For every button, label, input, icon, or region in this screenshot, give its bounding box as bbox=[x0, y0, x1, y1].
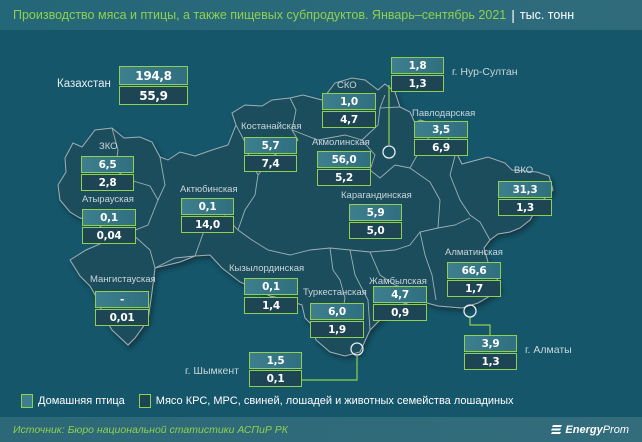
karaganda-poultry-value: 5,9 bbox=[349, 204, 402, 221]
nur-sultan-poultry-value: 1,8 bbox=[391, 57, 444, 74]
shymkent-marker bbox=[350, 342, 364, 356]
akmola-poultry-value: 56,0 bbox=[317, 151, 371, 168]
legend-label-poultry: Домашняя птица bbox=[38, 395, 125, 407]
zhambyl-poultry-value: 4,7 bbox=[373, 286, 427, 303]
nur-sultan-meat-value: 1,3 bbox=[391, 75, 444, 92]
national-meat-value: 55,9 bbox=[119, 86, 188, 105]
page-title: Производство мяса и птицы, а также пищев… bbox=[13, 8, 507, 22]
logo-text-regular: Prom bbox=[602, 423, 629, 436]
national-label: Казахстан bbox=[57, 78, 111, 90]
sko-meat-value: 4,7 bbox=[322, 111, 376, 128]
zko-meat-value: 2,8 bbox=[81, 174, 134, 191]
region-label-pavlodar: Павлодарская bbox=[412, 108, 476, 119]
mangistau-meat-value: 0,01 bbox=[95, 309, 149, 326]
kostanay-meat-value: 7,4 bbox=[244, 155, 297, 172]
vko-meat-value: 1,3 bbox=[498, 199, 552, 216]
region-label-turkestan: Туркестанская bbox=[303, 287, 367, 298]
title-bar: Производство мяса и птицы, а также пищев… bbox=[0, 0, 642, 30]
title-separator: | bbox=[511, 7, 515, 23]
atyrau-meat-value: 0,04 bbox=[82, 227, 136, 244]
region-label-karaganda: Карагандинская bbox=[341, 190, 412, 201]
almaty-marker bbox=[463, 304, 477, 318]
poultry-swatch-icon bbox=[21, 394, 33, 408]
almaty-region-meat-value: 1,7 bbox=[447, 280, 501, 297]
shymkent-meat-value: 0,1 bbox=[249, 370, 302, 387]
legend-item-meat: Мясо КРС, МРС, свиней, лошадей и животны… bbox=[138, 394, 514, 408]
almaty-region-poultry-value: 66,6 bbox=[447, 262, 501, 279]
region-label-kostanay: Костанайская bbox=[241, 121, 302, 132]
kostanay-poultry-value: 5,7 bbox=[244, 137, 297, 154]
region-label-kyzylorda: Кызылординская bbox=[229, 263, 305, 274]
shymkent-poultry-value: 1,5 bbox=[249, 352, 302, 369]
national-poultry-value: 194,8 bbox=[119, 66, 188, 85]
turkestan-poultry-value: 6,0 bbox=[310, 303, 364, 320]
map-area: Казахстан 194,8 55,9 ЗКО 6,5 2,8 Атыраус… bbox=[0, 30, 642, 387]
turkestan-meat-value: 1,9 bbox=[310, 321, 364, 338]
legend-item-poultry: Домашняя птица bbox=[21, 394, 125, 408]
pavlodar-meat-value: 6,9 bbox=[414, 139, 468, 156]
atyrau-poultry-value: 0,1 bbox=[82, 209, 136, 226]
almaty-city-meat-value: 1,3 bbox=[464, 353, 517, 370]
aktobe-meat-value: 14,0 bbox=[181, 216, 234, 233]
city-label-nur-sultan: г. Нур-Султан bbox=[452, 66, 518, 78]
region-label-almaty-region: Алматинская bbox=[445, 247, 503, 258]
energyprom-logo: Energy Prom bbox=[551, 424, 629, 436]
kyzylorda-meat-value: 1,4 bbox=[244, 297, 298, 314]
legend: Домашняя птица Мясо КРС, МРС, свиней, ло… bbox=[0, 385, 642, 417]
region-label-sko: СКО bbox=[337, 80, 357, 91]
region-label-akmola: Акмолинская bbox=[312, 137, 370, 148]
shymkent-leader bbox=[292, 356, 358, 381]
zhambyl-meat-value: 0,9 bbox=[373, 304, 427, 321]
footer: Источник: Бюро национальной статистики А… bbox=[0, 417, 642, 442]
mangistau-poultry-value: - bbox=[95, 291, 149, 308]
kyzylorda-poultry-value: 0,1 bbox=[244, 278, 298, 295]
meat-swatch-icon bbox=[138, 394, 151, 408]
region-label-atyrau: Атырауская bbox=[82, 194, 134, 205]
region-label-zhambyl: Жамбылская bbox=[369, 276, 427, 287]
nur-sultan-marker bbox=[382, 145, 396, 159]
zko-poultry-value: 6,5 bbox=[81, 156, 134, 173]
logo-text-bold: Energy bbox=[565, 423, 603, 436]
energyprom-logo-icon bbox=[551, 425, 563, 434]
source-note: Источник: Бюро национальной статистики А… bbox=[13, 423, 288, 436]
pavlodar-poultry-value: 3,5 bbox=[414, 121, 468, 138]
almaty-city-poultry-value: 3,9 bbox=[464, 335, 517, 352]
legend-label-meat: Мясо КРС, МРС, свиней, лошадей и животны… bbox=[155, 395, 514, 407]
region-label-vko: ВКО bbox=[514, 165, 534, 176]
city-label-almaty: г. Алматы bbox=[525, 344, 572, 356]
karaganda-meat-value: 5,0 bbox=[349, 222, 402, 239]
unit-label: тыс. тонн bbox=[519, 8, 575, 22]
sko-poultry-value: 1,0 bbox=[322, 93, 376, 110]
region-label-zko: ЗКО bbox=[99, 141, 118, 152]
region-label-aktobe: Актюбинская bbox=[180, 184, 238, 195]
aktobe-poultry-value: 0,1 bbox=[181, 198, 234, 215]
region-label-mangistau: Мангистауская bbox=[90, 274, 156, 285]
akmola-meat-value: 5,2 bbox=[317, 169, 371, 186]
almaty-leader bbox=[469, 317, 491, 335]
city-label-shymkent: г. Шымкент bbox=[185, 365, 239, 377]
vko-poultry-value: 31,3 bbox=[498, 181, 552, 198]
